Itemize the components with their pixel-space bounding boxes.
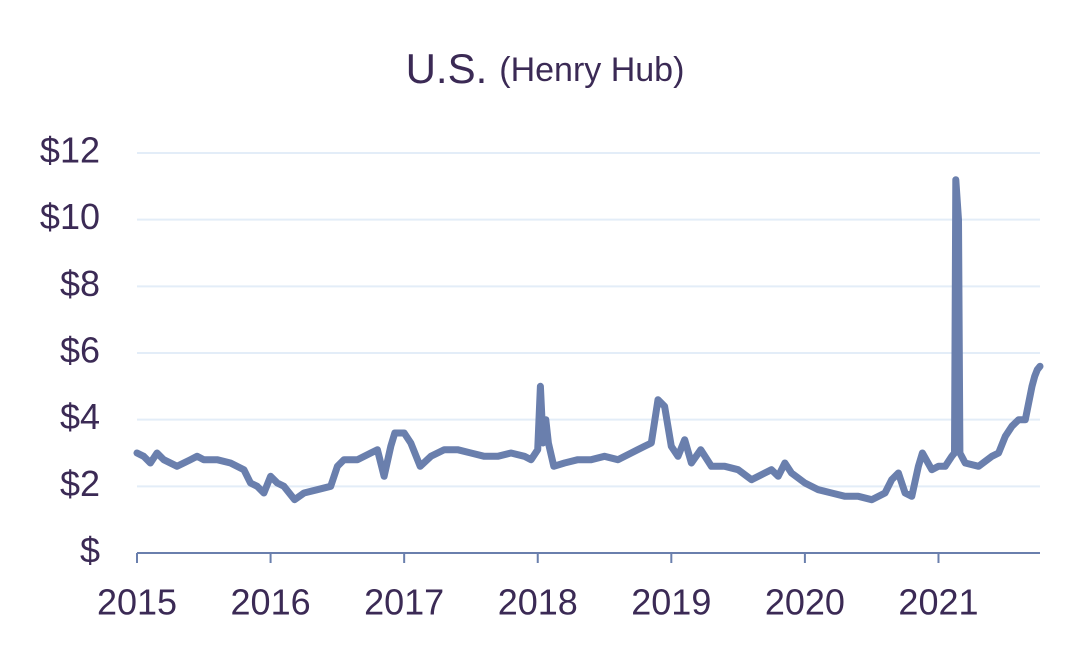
x-tick-label: 2020	[765, 582, 845, 623]
x-tick-label: 2015	[97, 582, 177, 623]
y-tick-label: $2	[60, 463, 100, 504]
x-tick-label: 2018	[498, 582, 578, 623]
y-tick-label: $4	[60, 396, 100, 437]
x-tick-label: 2016	[231, 582, 311, 623]
y-tick-label: $8	[60, 263, 100, 304]
y-tick-label: $	[80, 530, 100, 571]
line-series	[133, 176, 1044, 504]
x-tick-label: 2019	[631, 582, 711, 623]
y-tick-label: $12	[40, 130, 100, 171]
x-tick-label: 2017	[364, 582, 444, 623]
chart-title: U.S.	[406, 45, 488, 92]
y-tick-label: $6	[60, 330, 100, 371]
y-tick-label: $10	[40, 196, 100, 237]
chart-title-line: U.S. (Henry Hub)	[406, 45, 685, 92]
chart-subtitle: (Henry Hub)	[499, 51, 684, 89]
x-tick-label: 2021	[898, 582, 978, 623]
